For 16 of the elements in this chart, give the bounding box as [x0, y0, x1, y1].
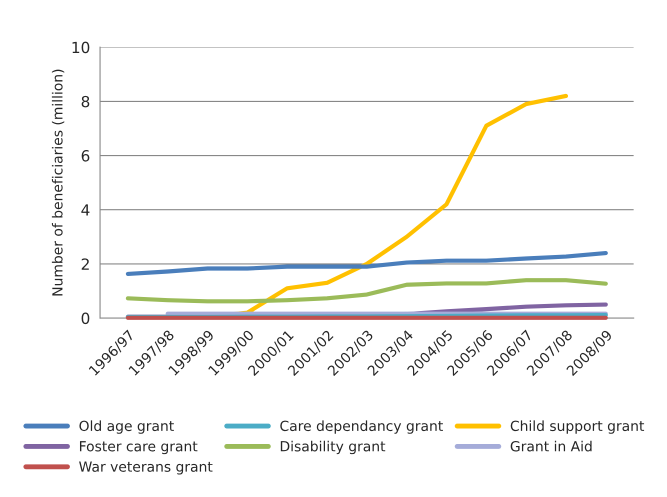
line-series: [126, 250, 608, 276]
legend-label: Disability grant: [280, 440, 386, 454]
legend-label: Grant in Aid: [510, 440, 592, 452]
y-tick-label: 6: [82, 150, 90, 162]
legend-label: War veterans grant: [79, 462, 212, 475]
legend-label: Foster care grant: [80, 441, 198, 454]
legend-label: Care dependancy grant: [280, 420, 443, 434]
y-tick-label: 8: [82, 96, 90, 108]
line-series: [126, 278, 608, 304]
y-tick-label: 0: [82, 312, 90, 324]
y-axis-title: Number of beneficiaries (million): [52, 70, 64, 296]
legend-label: Old age grant: [79, 420, 174, 434]
y-tick-label: 2: [82, 258, 89, 270]
legend-label: Child support grant: [510, 420, 644, 434]
y-tick-label: 4: [81, 204, 90, 216]
y-tick-label: 10: [72, 42, 90, 54]
